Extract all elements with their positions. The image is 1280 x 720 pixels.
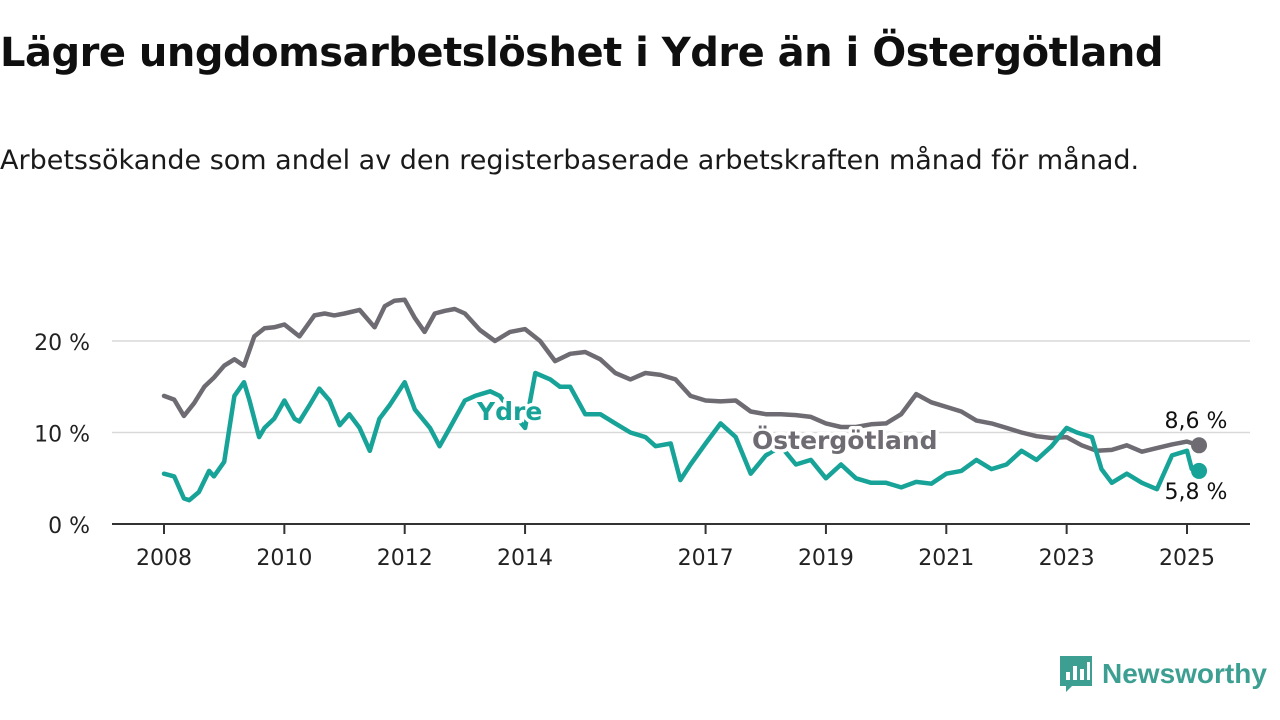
x-tick-label: 2014 (497, 546, 553, 571)
series-line (161, 297, 1202, 454)
y-tick-label: 20 % (34, 331, 90, 356)
x-tick-label: 2023 (1039, 546, 1095, 571)
series-end-label: 8,6 % (1165, 409, 1228, 434)
x-tick-label: 2010 (256, 546, 312, 571)
series-end-point (1191, 462, 1208, 479)
series-name-label: Östergötland (752, 425, 938, 455)
x-tick-label: 2017 (678, 546, 734, 571)
brand-logo: Newsworthy (1058, 654, 1267, 694)
x-tick-label: 2021 (918, 546, 974, 571)
x-tick-label: 2019 (798, 546, 854, 571)
series-line (161, 370, 1202, 503)
series-name-label: Ydre (476, 397, 542, 426)
x-tick-label: 2025 (1159, 546, 1215, 571)
y-tick-label: 10 % (34, 423, 90, 448)
x-tick-label: 2012 (377, 546, 433, 571)
chart-subtitle: Arbetssökande som andel av den registerb… (0, 145, 1140, 176)
y-tick-label: 0 % (48, 514, 90, 539)
line-chart: 0 % 10 % 20 % 2008 2010 2012 2014 2017 2019 2021 2… (34, 297, 1250, 571)
chart-title: Lägre ungdomsarbetslöshet i Ydre än i Ös… (0, 30, 1164, 76)
x-tick-label: 2008 (136, 546, 192, 571)
series-end-label: 5,8 % (1165, 480, 1228, 505)
newsworthy-logo-icon (1060, 656, 1092, 692)
series-end-point (1191, 437, 1208, 454)
brand-name: Newsworthy (1102, 658, 1267, 689)
